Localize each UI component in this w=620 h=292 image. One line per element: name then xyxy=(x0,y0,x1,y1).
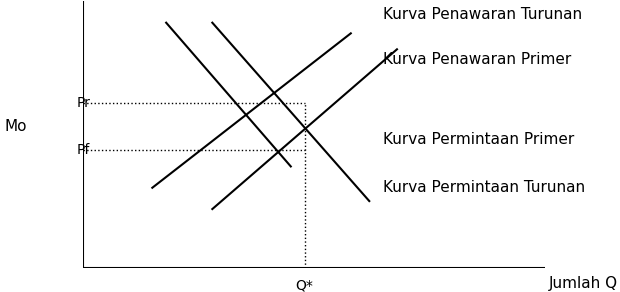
Text: Kurva Penawaran Turunan: Kurva Penawaran Turunan xyxy=(383,7,582,22)
Text: Mo: Mo xyxy=(4,119,27,134)
Text: Jumlah Q: Jumlah Q xyxy=(549,276,618,291)
Text: Pr: Pr xyxy=(76,95,90,110)
Text: Q*: Q* xyxy=(296,278,314,292)
Text: Kurva Permintaan Turunan: Kurva Permintaan Turunan xyxy=(383,180,585,195)
Text: Kurva Permintaan Primer: Kurva Permintaan Primer xyxy=(383,132,574,147)
Text: Kurva Penawaran Primer: Kurva Penawaran Primer xyxy=(383,53,572,67)
Text: Pf: Pf xyxy=(76,143,89,157)
